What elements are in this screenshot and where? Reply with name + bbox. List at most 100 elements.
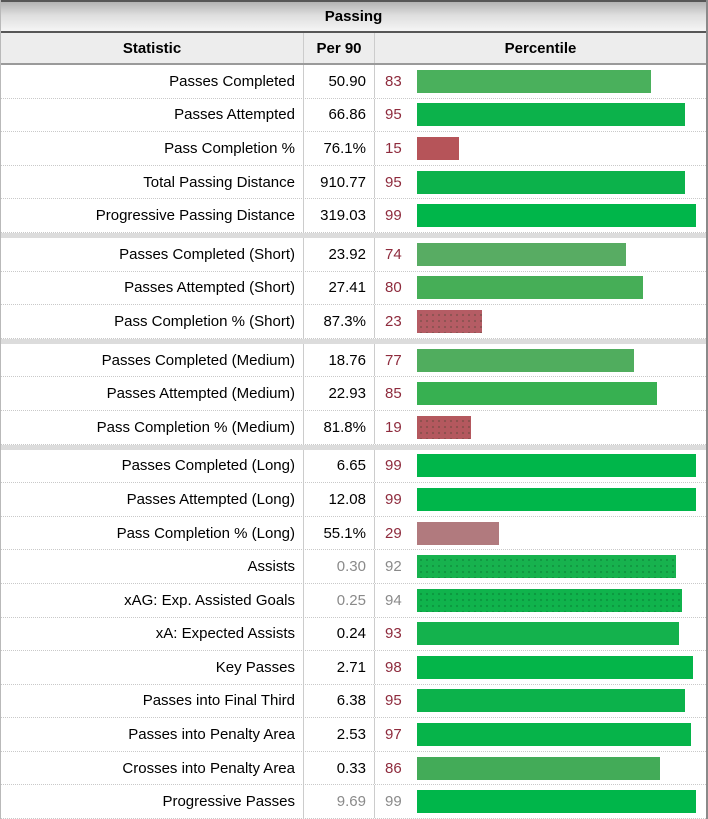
stat-name: Passes Attempted (174, 106, 295, 124)
per90-value: 76.1% (303, 132, 374, 165)
per90-value: 27.41 (303, 271, 374, 305)
table-row: Passes Attempted (Long) 12.08 99 (1, 483, 706, 517)
percentile-value[interactable]: 97 (385, 726, 402, 744)
percentile-bar (417, 655, 694, 679)
percentile-value[interactable]: 98 (385, 658, 402, 676)
percentile-cell: 98 (374, 651, 706, 684)
percentile-bar (417, 487, 697, 511)
per90-value: 6.38 (303, 684, 374, 718)
percentile-bar-track (417, 170, 699, 194)
table-row: xA: Expected Assists 0.24 93 (1, 617, 706, 652)
percentile-value[interactable]: 95 (385, 173, 402, 191)
percentile-cell: 29 (374, 516, 706, 550)
percentile-value[interactable]: 95 (385, 106, 402, 124)
per90-value: 12.08 (303, 483, 374, 516)
per90-value: 2.71 (303, 651, 374, 684)
percentile-value[interactable]: 99 (385, 793, 402, 811)
per90-value: 23.92 (303, 237, 374, 271)
percentile-cell: 15 (374, 132, 706, 165)
percentile-bar-track (417, 415, 699, 439)
percentile-bar-track (417, 521, 699, 545)
per90-value: 2.53 (303, 718, 374, 751)
stat-name: Passes into Final Third (142, 692, 295, 710)
percentile-value[interactable]: 80 (385, 279, 402, 297)
column-header-statistic[interactable]: Statistic (122, 39, 182, 57)
stat-name: Pass Completion % (Short) (114, 312, 295, 330)
table-row: Pass Completion % 76.1% 15 (1, 132, 706, 166)
per90-value: 319.03 (303, 199, 374, 232)
percentile-cell: 19 (374, 410, 706, 444)
table-title-bar: Passing (1, 0, 706, 33)
percentile-value[interactable]: 29 (385, 524, 402, 542)
percentile-value[interactable]: 86 (385, 759, 402, 777)
percentile-cell: 94 (374, 583, 706, 617)
percentile-value[interactable]: 15 (385, 139, 402, 157)
stat-name: Passes Completed (Medium) (101, 351, 295, 369)
group-separator (1, 338, 706, 344)
percentile-value[interactable]: 77 (385, 351, 402, 369)
table-row: Passes Attempted (Short) 27.41 80 (1, 271, 706, 306)
percentile-cell: 95 (374, 165, 706, 199)
percentile-cell: 99 (374, 199, 706, 232)
percentile-bar (417, 521, 499, 545)
percentile-value[interactable]: 93 (385, 625, 402, 643)
percentile-value[interactable]: 95 (385, 692, 402, 710)
percentile-cell: 97 (374, 718, 706, 751)
table-row: Passes Completed (Short) 23.92 74 (1, 237, 706, 272)
percentile-value[interactable]: 74 (385, 245, 402, 263)
stat-name: Pass Completion % (Medium) (96, 418, 295, 436)
stat-name: Passes Completed (Short) (119, 245, 295, 263)
stat-name: Assists (247, 558, 295, 576)
stat-name: Pass Completion % (Long) (116, 524, 295, 542)
percentile-cell: 83 (374, 65, 706, 98)
percentile-value[interactable]: 83 (385, 72, 402, 90)
percentile-value[interactable]: 94 (385, 591, 402, 609)
table-row: Passes Completed (Medium) 18.76 77 (1, 343, 706, 378)
percentile-value[interactable]: 23 (385, 312, 402, 330)
stat-name: Crosses into Penalty Area (122, 759, 295, 777)
table-row: Key Passes 2.71 98 (1, 651, 706, 685)
per90-value: 55.1% (303, 516, 374, 550)
percentile-value[interactable]: 85 (385, 385, 402, 403)
group-separator (1, 232, 706, 238)
table-row: Passes Attempted 66.86 95 (1, 98, 706, 133)
stat-name: Progressive Passes (162, 793, 295, 811)
table-row: Pass Completion % (Short) 87.3% 23 (1, 305, 706, 339)
percentile-bar (417, 382, 657, 406)
per90-value: 9.69 (303, 785, 374, 819)
percentile-value[interactable]: 99 (385, 207, 402, 225)
percentile-bar (417, 622, 680, 646)
stat-name: Key Passes (215, 658, 295, 676)
percentile-cell: 80 (374, 271, 706, 305)
percentile-bar (417, 136, 460, 160)
percentile-bar (417, 69, 652, 93)
percentile-cell: 99 (374, 449, 706, 483)
column-header-percentile[interactable]: Percentile (374, 33, 706, 63)
percentile-cell: 74 (374, 237, 706, 271)
percentile-cell: 93 (374, 617, 706, 651)
percentile-bar-track (417, 756, 699, 780)
table-row: Passes Completed (Long) 6.65 99 (1, 449, 706, 484)
percentile-bar (417, 454, 697, 478)
percentile-bar (417, 723, 691, 747)
stat-name: Passes into Penalty Area (128, 726, 295, 744)
percentile-value[interactable]: 19 (385, 418, 402, 436)
column-header-per90[interactable]: Per 90 (303, 33, 374, 63)
stat-name: xAG: Exp. Assisted Goals (124, 591, 295, 609)
percentile-value[interactable]: 99 (385, 457, 402, 475)
percentile-cell: 85 (374, 377, 706, 410)
percentile-bar (417, 689, 685, 713)
percentile-bar (417, 170, 685, 194)
percentile-bar (417, 103, 685, 127)
percentile-value[interactable]: 99 (385, 490, 402, 508)
percentile-bar-track (417, 69, 699, 93)
table-row: xAG: Exp. Assisted Goals 0.25 94 (1, 583, 706, 618)
percentile-value[interactable]: 92 (385, 558, 402, 576)
per90-value: 22.93 (303, 377, 374, 410)
table-row: Pass Completion % (Medium) 81.8% 19 (1, 410, 706, 445)
percentile-cell: 95 (374, 684, 706, 718)
stat-name: Progressive Passing Distance (95, 207, 295, 225)
percentile-bar (417, 790, 697, 814)
column-header-row: Statistic Per 90 Percentile (1, 33, 706, 65)
